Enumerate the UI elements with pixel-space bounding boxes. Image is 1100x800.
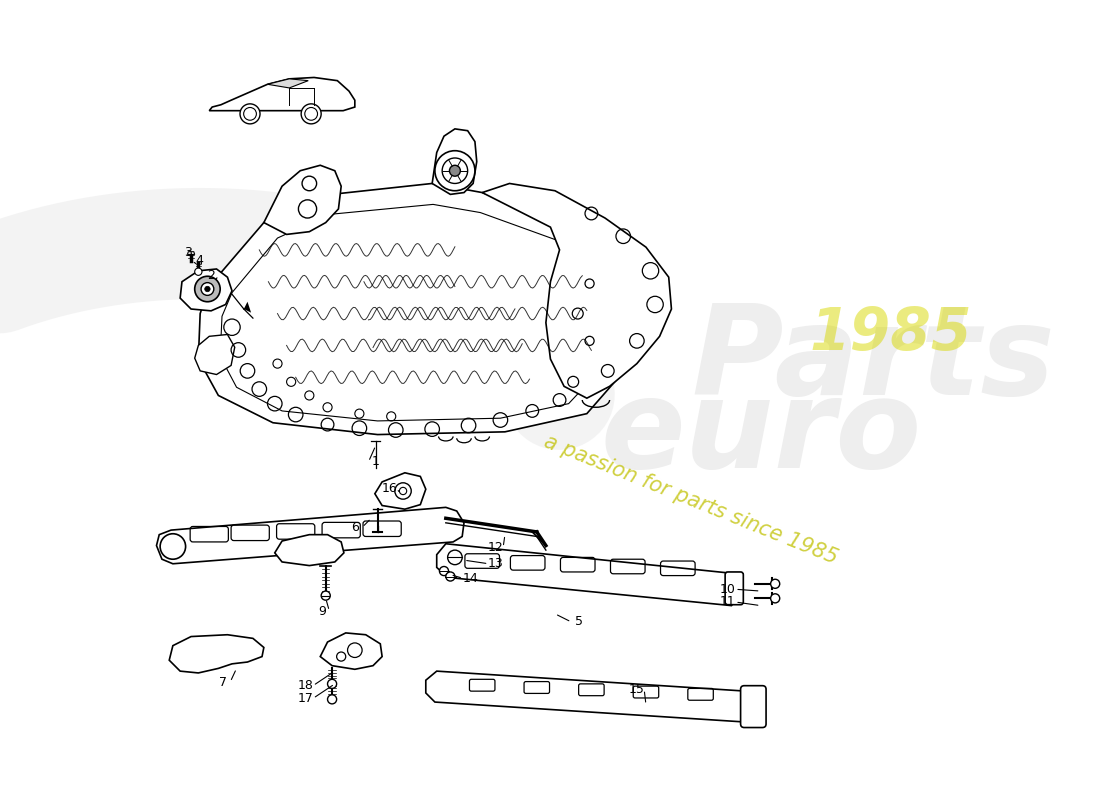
Polygon shape [437, 544, 739, 606]
Text: 2: 2 [207, 269, 215, 282]
Text: 11: 11 [720, 595, 736, 609]
Circle shape [328, 694, 337, 704]
Text: 6: 6 [351, 521, 359, 534]
Text: 13: 13 [488, 558, 504, 570]
Polygon shape [264, 166, 341, 234]
Circle shape [328, 679, 337, 689]
FancyBboxPatch shape [725, 572, 744, 605]
Polygon shape [198, 183, 660, 434]
Polygon shape [482, 183, 671, 398]
Polygon shape [195, 334, 234, 374]
Polygon shape [432, 129, 476, 194]
Text: 4: 4 [196, 254, 204, 267]
Polygon shape [244, 302, 251, 313]
Text: 1: 1 [372, 455, 379, 468]
Circle shape [161, 534, 186, 559]
Circle shape [448, 550, 462, 565]
Text: 7: 7 [219, 675, 227, 689]
Circle shape [195, 268, 202, 275]
Text: 17: 17 [298, 692, 314, 705]
Circle shape [321, 591, 330, 600]
Text: euro: euro [601, 373, 922, 494]
Polygon shape [275, 534, 344, 566]
Polygon shape [187, 252, 195, 254]
Text: 1985: 1985 [810, 305, 972, 362]
FancyBboxPatch shape [740, 686, 766, 727]
Circle shape [439, 566, 449, 575]
Circle shape [201, 282, 213, 295]
Polygon shape [426, 671, 754, 722]
Text: Parts: Parts [692, 300, 1055, 421]
Circle shape [205, 286, 210, 292]
Polygon shape [180, 269, 232, 311]
Text: 14: 14 [462, 572, 478, 585]
Circle shape [434, 150, 475, 190]
Polygon shape [156, 507, 464, 564]
Polygon shape [169, 634, 264, 673]
Circle shape [771, 579, 780, 588]
Circle shape [301, 104, 321, 124]
Text: 9: 9 [318, 605, 326, 618]
Text: 10: 10 [719, 582, 736, 596]
Circle shape [771, 594, 780, 603]
Text: 18: 18 [298, 679, 314, 692]
Circle shape [195, 276, 220, 302]
Text: a passion for parts since 1985: a passion for parts since 1985 [541, 432, 840, 568]
Text: 5: 5 [574, 615, 583, 629]
Polygon shape [375, 473, 426, 509]
Text: 16: 16 [382, 482, 397, 494]
Circle shape [240, 104, 260, 124]
Text: 3: 3 [185, 246, 192, 259]
Text: 15: 15 [629, 683, 645, 696]
Circle shape [446, 572, 455, 581]
Polygon shape [267, 79, 308, 88]
Polygon shape [320, 633, 382, 670]
Circle shape [450, 166, 461, 176]
Text: 12: 12 [488, 541, 504, 554]
